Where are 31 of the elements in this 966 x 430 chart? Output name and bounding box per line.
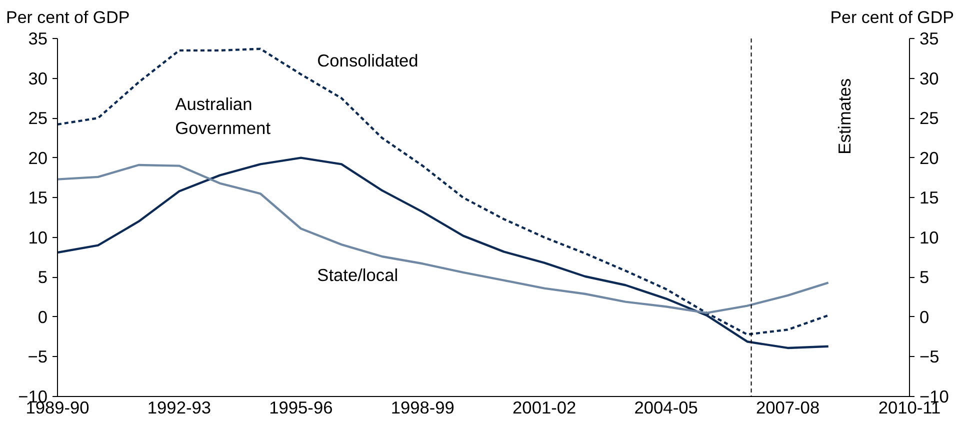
series-label: Consolidated (317, 50, 418, 70)
x-tick-label: 2001-02 (512, 398, 576, 418)
y2-tick-label: 35 (920, 28, 939, 48)
y-tick-label: 20 (28, 148, 48, 168)
y-tick-label: 35 (28, 28, 48, 48)
series-label: Australian Government (175, 94, 271, 138)
x-tick-label: 2004-05 (634, 398, 698, 418)
y-tick-label: 10 (28, 227, 48, 248)
y2-tick-label: 10 (920, 227, 939, 248)
y-tick-label: 15 (28, 188, 48, 208)
y-tick-label: 25 (28, 108, 48, 128)
y2-tick-label: −5 (920, 346, 940, 367)
x-tick-label: 1995-96 (269, 398, 333, 418)
x-tick-label: 1992-93 (147, 398, 212, 418)
annotation: Estimates (834, 78, 855, 154)
y2-tick-label: 20 (920, 148, 939, 168)
y-axis-title: Per cent of GDP (6, 7, 130, 29)
x-tick-label: 1998-99 (390, 398, 454, 418)
y-tick-label: 0 (38, 306, 48, 327)
y2-tick-label: 30 (920, 68, 939, 88)
y2-axis-title: Per cent of GDP (830, 7, 954, 29)
y2-tick-label: 5 (920, 267, 930, 288)
y-tick-label: −5 (28, 346, 48, 367)
y-tick-label: 5 (38, 267, 48, 288)
y2-tick-label: 15 (920, 188, 939, 208)
y-tick-label: 30 (28, 68, 48, 88)
line-series (58, 164, 830, 314)
x-tick-label: 2007-08 (756, 398, 820, 418)
y2-tick-label: 0 (920, 306, 930, 327)
y2-tick-label: 25 (920, 108, 939, 128)
series-label: State/local (317, 265, 398, 286)
